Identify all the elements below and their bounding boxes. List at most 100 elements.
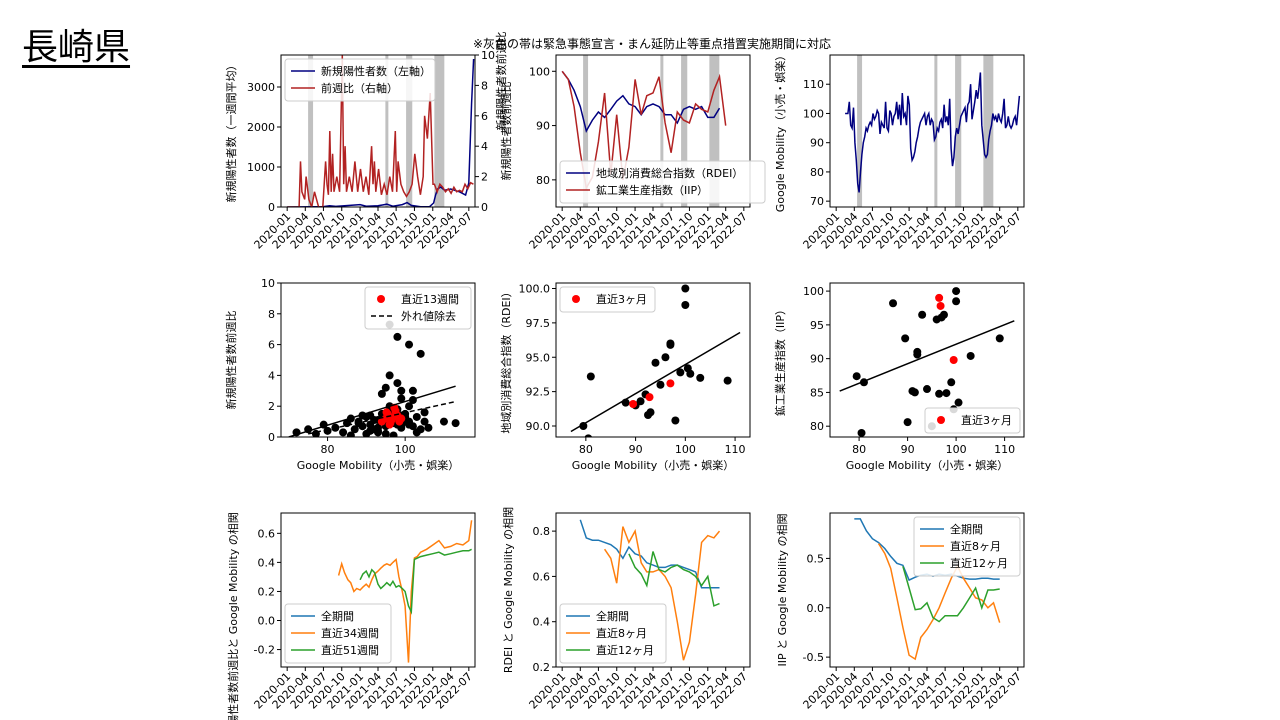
scatter-point [910, 388, 919, 397]
x-tick-label: 90 [901, 443, 915, 456]
y-axis-label: 新規陽性者数前週比 [224, 311, 238, 410]
legend-label: 全期間 [321, 609, 354, 623]
fit-line [288, 385, 456, 437]
fit-line [839, 320, 1015, 392]
scatter-point [947, 378, 956, 387]
scatter-point [661, 353, 670, 362]
y-axis-label: Google Mobility（小売・娯楽） [773, 50, 787, 212]
series-line [603, 526, 721, 661]
y-tick-label: 0.4 [533, 616, 551, 629]
axes-frame [555, 282, 751, 438]
y-tick-label: 0.0 [807, 602, 825, 615]
plot-area [287, 55, 475, 207]
plot-area [337, 520, 473, 663]
x-tick-label: 110 [725, 443, 746, 456]
x-tick-label: 100 [946, 443, 967, 456]
scatter-point [381, 383, 390, 392]
y-tick-label: 80 [810, 166, 824, 179]
scatter-point [852, 372, 861, 381]
scatter-point [420, 417, 429, 426]
emergency-band [434, 55, 445, 207]
legend-label: 全期間 [596, 609, 629, 623]
scatter-point [405, 340, 414, 349]
legend-box [559, 286, 656, 313]
plot-area [579, 519, 721, 661]
scatter-point [952, 297, 961, 306]
y-tick-label: 8 [268, 308, 275, 321]
y-tick-label: 3000 [247, 81, 275, 94]
scatter-point [952, 287, 961, 296]
legend: 直近3ヶ月 [559, 286, 656, 313]
legend-box [284, 58, 436, 102]
legend-label: 直近8ヶ月 [950, 539, 1001, 553]
legend-label: 前週比（右軸） [321, 81, 398, 95]
y-tick-label: 0.8 [533, 525, 551, 538]
legend-box [559, 160, 766, 204]
chart-panel-6: 80 85 90 95 100 80 90 100 110 Google Mobility（小売・… [773, 282, 1025, 472]
legend: 新規陽性者数（左軸） 前週比（右軸） [284, 58, 436, 102]
scatter-point [686, 369, 695, 378]
scatter-point [935, 389, 944, 398]
y-tick-label: -0.2 [254, 644, 275, 657]
scatter-point [323, 426, 332, 435]
x-tick-label: 80 [579, 443, 593, 456]
y-right-axis-label: 新規陽性者数前週比 [494, 32, 508, 131]
y-tick-label: -0.5 [803, 651, 824, 664]
legend: 直近3ヶ月 [924, 407, 1021, 434]
y-tick-label: 97.5 [526, 317, 551, 330]
legend-box [364, 286, 472, 330]
series-line [628, 551, 720, 607]
x-axis-label: Google Mobility（小売・娯楽） [846, 458, 1008, 472]
emergency-band [857, 55, 863, 207]
plot-area [839, 287, 1015, 437]
scatter-point [374, 428, 382, 437]
series-line [579, 519, 720, 589]
y-right-tick-label: 8 [481, 79, 488, 92]
series-line [902, 566, 1000, 623]
scatter-point [903, 418, 912, 427]
legend-label: 直近3ヶ月 [596, 292, 647, 306]
emergency-band [308, 55, 314, 207]
legend-marker [377, 295, 385, 303]
y-axis-label: 鉱工業生産指数（IIP） [773, 304, 787, 416]
scatter-point [935, 293, 944, 302]
scatter-point [901, 334, 910, 343]
legend-marker [572, 295, 580, 303]
y-tick-label: 0 [268, 201, 275, 214]
scatter-point [377, 389, 386, 398]
scatter-point [439, 417, 448, 426]
scatter-point [412, 412, 421, 421]
x-tick-label: 100 [675, 443, 696, 456]
scatter-point [723, 376, 732, 385]
plot-area [288, 320, 460, 437]
emergency-band [709, 55, 720, 207]
scatter-point [386, 419, 395, 428]
y-axis-label: 新規陽性者数前週比と Google Mobility の相関 [226, 512, 240, 720]
scatter-point [942, 389, 951, 398]
y-axis-label: 新規陽性者数前週比 [499, 82, 513, 181]
x-tick-label: 100 [395, 443, 416, 456]
axes-frame [829, 282, 1025, 438]
scatter-point [393, 332, 402, 341]
y-tick-label: 100 [529, 65, 550, 78]
y-tick-label: 1000 [247, 161, 275, 174]
scatter-point [584, 434, 593, 437]
x-axis-label: Google Mobility（小売・娯楽） [297, 458, 459, 472]
scatter-point [579, 422, 588, 430]
y-tick-label: 2000 [247, 121, 275, 134]
fit-line [570, 331, 741, 433]
y-right-tick-label: 4 [481, 140, 488, 153]
chart-panel-7: -0.20.00.20.40.62020-012020-042020-07202… [226, 512, 476, 720]
scatter-point [385, 371, 394, 380]
emergency-band [983, 55, 994, 207]
y-tick-label: 0.2 [533, 661, 551, 674]
chart-panel-4: 0 2 4 6 8 10 80 100 Google Mobility（小売・娯楽） 新規陽性者数… [224, 277, 476, 472]
emergency-band [406, 55, 413, 207]
scatter-point [923, 385, 931, 394]
y-right-tick-label: 10 [481, 49, 495, 62]
y-tick-label: 70 [810, 195, 824, 208]
scatter-point [586, 372, 595, 381]
